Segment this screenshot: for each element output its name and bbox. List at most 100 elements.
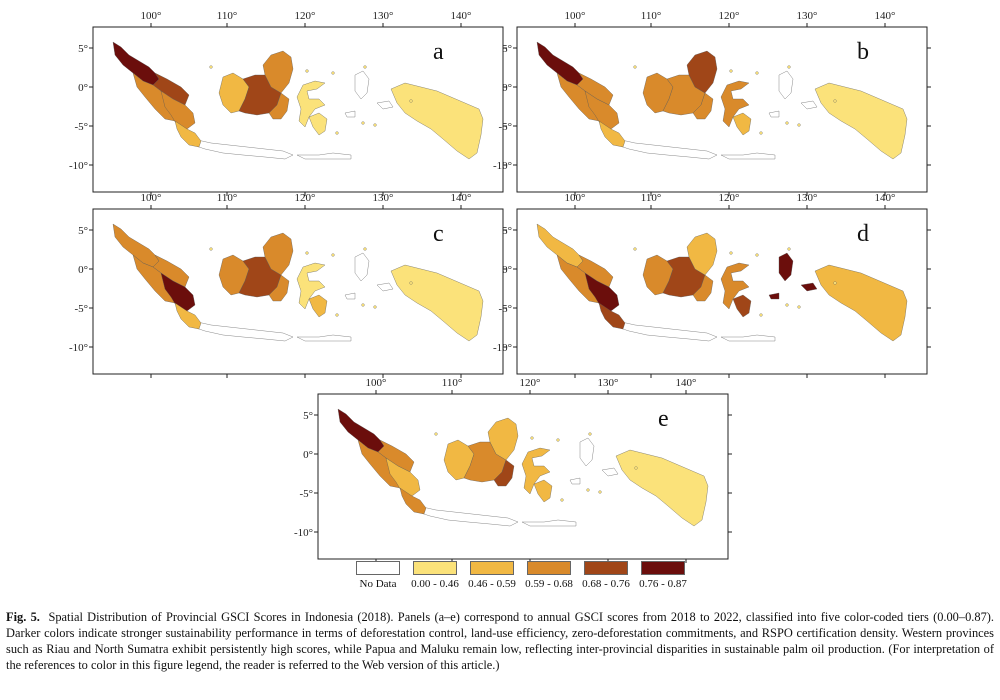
lon-tick-label: 130° [373, 192, 394, 204]
province-papua [814, 264, 908, 342]
legend-swatch [584, 561, 628, 575]
province-kalimantan-east [487, 417, 519, 461]
lon-tick-label: 100° [565, 192, 586, 204]
lon-tick-label: 130° [373, 10, 394, 22]
lon-tick-label: 110° [442, 377, 463, 389]
legend-label: 0.46 - 0.59 [468, 578, 516, 590]
lon-tick-label: 110° [641, 10, 662, 22]
lat-tick-label: 0° [502, 264, 512, 276]
legend-swatch [356, 561, 400, 575]
map-panel-e: 100° 110° 120° 130° 140° 5° 0° -5° -10° e [294, 377, 753, 563]
island-dot [833, 281, 837, 285]
island-dot [729, 251, 733, 255]
panel-label: a [433, 39, 444, 65]
map-svg: 100° 110° 120° 130° 140° 5° 0° -5° -10° c [69, 192, 507, 378]
province-papua [814, 82, 908, 160]
province-kalimantan-east [686, 232, 718, 276]
island-dot [409, 99, 413, 103]
province-s-kalimantan [692, 274, 714, 302]
lon-tick-label: 120° [295, 192, 316, 204]
lat-tick-label: -5° [74, 121, 88, 133]
province-maluku [344, 70, 394, 118]
province-s-sumatra [584, 272, 620, 312]
map-panel-b: 100° 110° 120° 130° 140° 5° 0° -5° -10° b [493, 10, 952, 196]
lon-tick-label: 100° [141, 10, 162, 22]
province-java [192, 320, 352, 342]
lat-tick-label: 5° [78, 43, 88, 55]
island-dot [787, 65, 791, 69]
lon-tick-label: 110° [217, 10, 238, 22]
lat-tick-label: -10° [493, 342, 512, 354]
legend: No Data 0.00 - 0.46 0.46 - 0.59 0.59 - 0.68… [350, 561, 690, 597]
island-dot [305, 69, 309, 73]
province-sulawesi [296, 80, 326, 128]
province-java [616, 320, 776, 342]
panel-label: c [433, 221, 444, 247]
lat-tick-label: 5° [303, 410, 313, 422]
map-frame [516, 26, 928, 193]
legend-item: 0.00 - 0.46 [407, 561, 463, 590]
province-maluku [569, 437, 619, 485]
map-svg: 100° 110° 120° 130° 140° 5° 0° -5° -10° a [69, 10, 507, 196]
province-sulawesi-south [533, 479, 553, 503]
lon-tick-label: 130° [797, 10, 818, 22]
island-dot [209, 247, 213, 251]
legend-item: 0.59 - 0.68 [521, 561, 577, 590]
island-dot [797, 305, 801, 309]
island-dot [633, 65, 637, 69]
lon-tick-label: 100° [366, 377, 387, 389]
lat-tick-label: 5° [78, 225, 88, 237]
province-sulawesi [296, 262, 326, 310]
island-dot [759, 313, 763, 317]
map-frame [317, 393, 729, 560]
province-s-sumatra-se [598, 120, 626, 148]
lat-tick-label: 5° [502, 225, 512, 237]
island-dot [530, 436, 534, 440]
legend-label: 0.68 - 0.76 [582, 578, 630, 590]
island-dot [797, 123, 801, 127]
province-sulawesi-south [732, 112, 752, 136]
province-maluku [344, 252, 394, 300]
island-dot [331, 71, 335, 75]
panel-label: d [857, 221, 869, 247]
island-dot [560, 498, 564, 502]
island-dot [634, 466, 638, 470]
caption-text: Spatial Distribution of Provincial GSCI … [6, 610, 994, 672]
figure-caption: Fig. 5. Spatial Distribution of Provinci… [6, 609, 994, 673]
island-dot [787, 247, 791, 251]
lat-tick-label: -10° [493, 160, 512, 172]
island-dot [729, 69, 733, 73]
island-dot [361, 303, 365, 307]
island-dot [363, 65, 367, 69]
lat-tick-label: -5° [498, 303, 512, 315]
map-panel-c: 100° 110° 120° 130° 140° 5° 0° -5° -10° c [69, 192, 528, 378]
province-kalimantan-east [262, 232, 294, 276]
province-java [192, 138, 352, 160]
lon-tick-label: 140° [875, 10, 896, 22]
legend-item: 0.46 - 0.59 [464, 561, 520, 590]
province-papua [615, 449, 709, 527]
island-dot [373, 123, 377, 127]
province-s-kalimantan [268, 274, 290, 302]
island-dot [785, 121, 789, 125]
legend-swatch [413, 561, 457, 575]
lon-tick-label: 120° [295, 10, 316, 22]
province-kalimantan-east [262, 50, 294, 94]
legend-item: 0.68 - 0.76 [578, 561, 634, 590]
province-s-kalimantan [493, 459, 515, 487]
map-svg: 100° 110° 120° 130° 140° 5° 0° -5° -10° b [493, 10, 931, 196]
province-s-sumatra [385, 457, 421, 497]
province-maluku [768, 252, 818, 300]
lat-tick-label: -5° [299, 488, 313, 500]
island-dot [331, 253, 335, 257]
map-frame [92, 26, 504, 193]
province-sulawesi [521, 447, 551, 495]
province-kalimantan-east [686, 50, 718, 94]
island-dot [588, 432, 592, 436]
province-s-sumatra [584, 90, 620, 130]
island-dot [586, 488, 590, 492]
lon-tick-label: 140° [875, 192, 896, 204]
province-sulawesi-south [308, 294, 328, 318]
province-papua [390, 264, 484, 342]
province-sulawesi [720, 262, 750, 310]
